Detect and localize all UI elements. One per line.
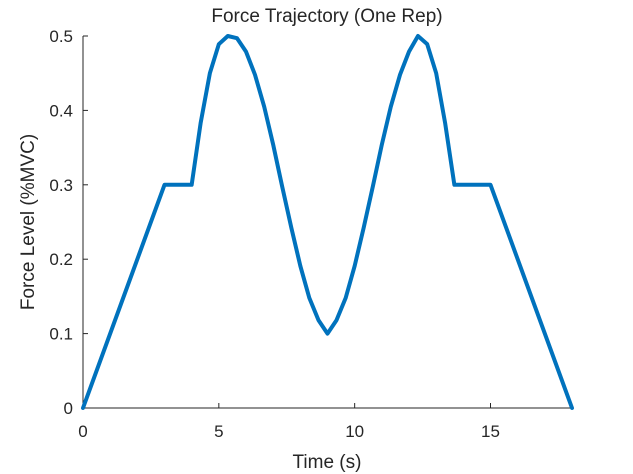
y-axis-title: Force Level (%MVC) [18, 134, 39, 310]
x-tick-label: 10 [345, 422, 364, 441]
y-tick-label: 0 [64, 399, 73, 418]
chart-title: Force Trajectory (One Rep) [211, 6, 442, 27]
series-line [81, 34, 574, 410]
x-tick-label: 0 [78, 422, 87, 441]
axes [82, 36, 572, 409]
x-tick-label: 15 [481, 422, 500, 441]
x-tick-label: 5 [214, 422, 223, 441]
y-ticks: 0 0.1 0.2 0.3 0.4 0.5 [49, 27, 88, 418]
y-tick-label: 0.3 [49, 176, 73, 195]
x-ticks: 0 5 10 15 [78, 403, 500, 441]
y-tick-label: 0.5 [49, 27, 73, 46]
y-tick-label: 0.1 [49, 325, 73, 344]
y-tick-label: 0.2 [49, 250, 73, 269]
y-tick-label: 0.4 [49, 101, 73, 120]
x-axis-title: Time (s) [293, 452, 362, 473]
